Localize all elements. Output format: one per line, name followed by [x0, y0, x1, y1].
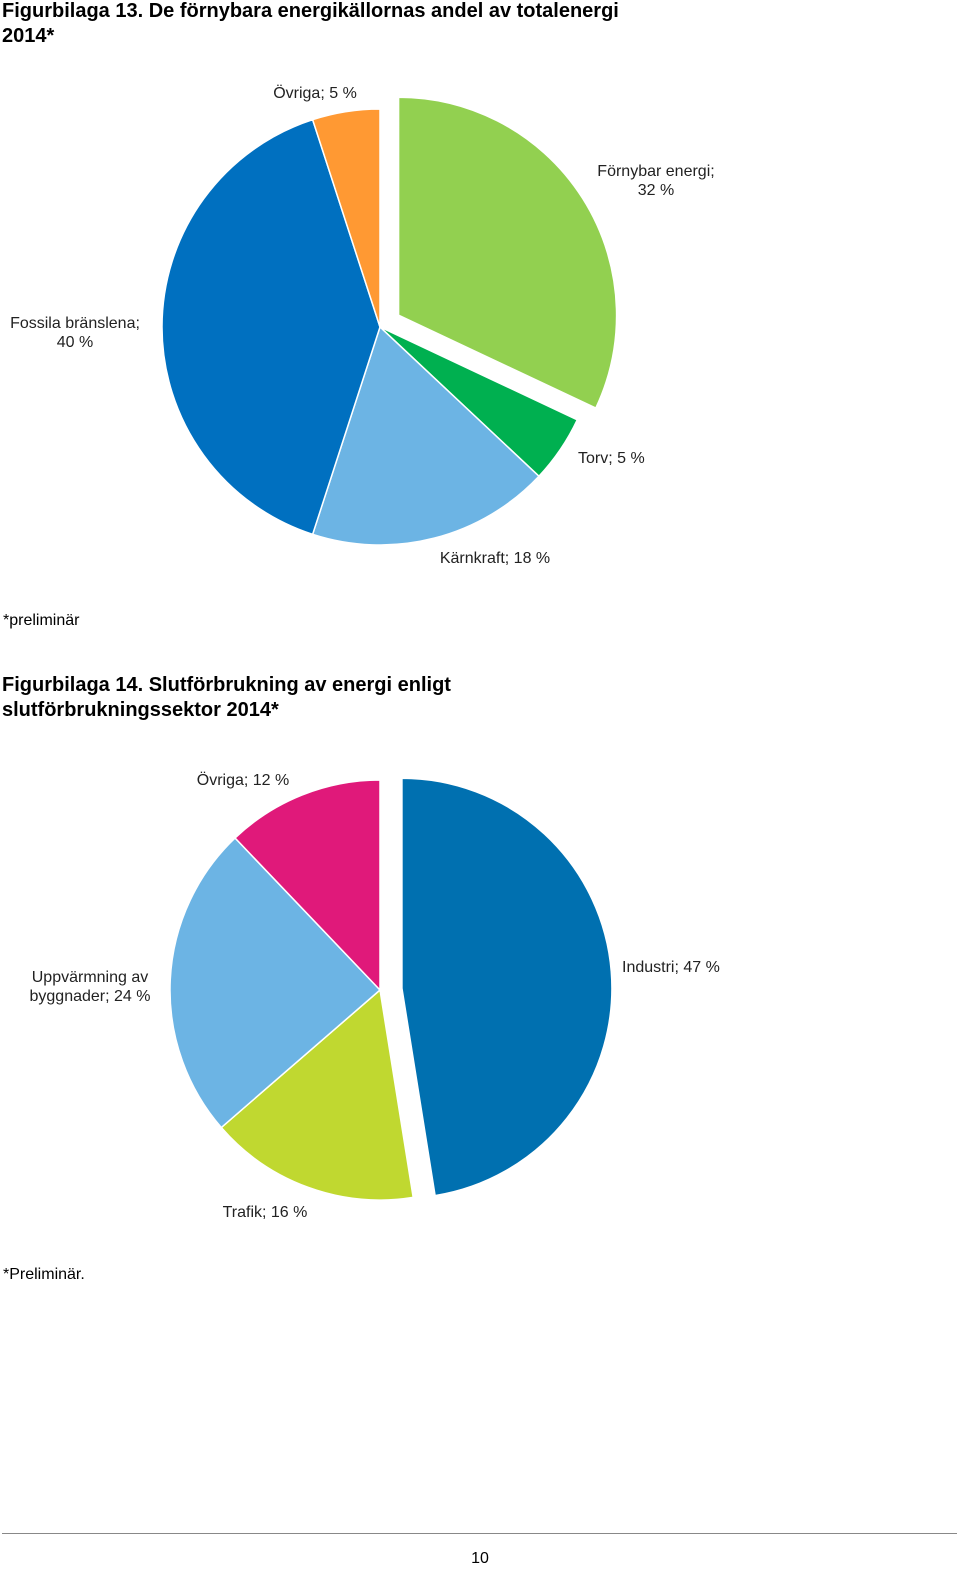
footer-divider [2, 1533, 957, 1534]
page-number: 10 [471, 1550, 489, 1567]
slice-label: Torv; 5 % [578, 450, 645, 467]
pie-slice [311, 325, 540, 546]
pie-slice [169, 836, 382, 1129]
figure-14-footnote: *Preliminär. [3, 1266, 85, 1283]
slice-label: Fossila bränslena; 40 % [10, 315, 140, 351]
slice-label-line: Trafik; 16 % [223, 1204, 308, 1221]
slice-label-line: Förnybar energi; [597, 163, 714, 180]
slice-label-line: 40 % [57, 334, 93, 351]
slice-label: Trafik; 16 % [223, 1204, 308, 1221]
pie-slice [234, 779, 381, 992]
slice-label: Förnybar energi; 32 % [597, 163, 714, 199]
pie-slice [311, 108, 381, 328]
slice-label-line: Övriga; 12 % [197, 771, 289, 789]
slice-label-line: Torv; 5 % [578, 450, 645, 467]
slice-label-line: Uppvärmning av [32, 969, 149, 986]
slice-label: Industri; 47 % [622, 959, 720, 976]
slice-label-line: Kärnkraft; 18 % [440, 550, 550, 567]
pie-slice [161, 118, 381, 536]
slice-label-line: Fossila bränslena; [10, 315, 140, 332]
figure-14-title: Figurbilaga 14. Slutförbrukning av energ… [2, 674, 451, 721]
figure-13-title: Figurbilaga 13. De förnybara energikällo… [2, 0, 619, 47]
slice-label-line: Övriga; 5 % [273, 84, 357, 102]
pie-slice [397, 96, 618, 410]
pie-slice [401, 777, 613, 1197]
pie-slice [220, 988, 415, 1201]
slice-label-line: 32 % [638, 182, 674, 199]
slice-label: Uppvärmning av byggnader; 24 % [30, 969, 151, 1005]
slice-label-line: Industri; 47 % [622, 959, 720, 976]
slice-label: Övriga; 12 % [197, 771, 289, 789]
figure-13-footnote: *preliminär [3, 612, 80, 629]
slice-label: Kärnkraft; 18 % [440, 550, 550, 567]
slice-label-line: byggnader; 24 % [30, 988, 151, 1005]
slice-label: Övriga; 5 % [273, 84, 357, 102]
pie-chart-renewable-share: Förnybar energi; 32 % Torv; 5 % Kärnkraft; … [10, 84, 715, 567]
pie-chart-final-consumption: Industri; 47 % Trafik; 16 % Uppvärmning av… [30, 771, 720, 1221]
